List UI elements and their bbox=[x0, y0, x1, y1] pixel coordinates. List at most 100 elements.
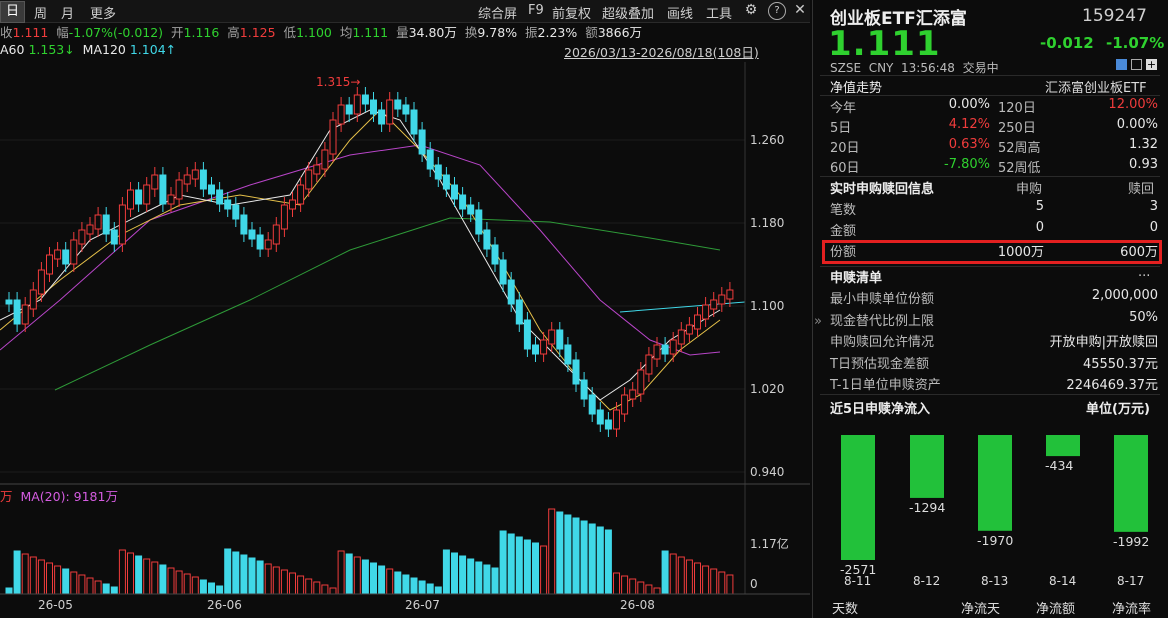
volume-bar bbox=[556, 511, 564, 595]
creation-value: 50% bbox=[1129, 309, 1158, 325]
fund-name: 创业板ETF汇添富 bbox=[830, 9, 967, 29]
volume-bar bbox=[102, 583, 110, 595]
volume-bar bbox=[240, 554, 248, 595]
tab-week[interactable]: 周 bbox=[34, 7, 48, 22]
volume-bar bbox=[459, 555, 467, 595]
volume-bar bbox=[135, 555, 143, 595]
forward-adjust-button[interactable]: 前复权 bbox=[552, 7, 592, 22]
volume-bar bbox=[297, 575, 305, 595]
volume-bar bbox=[305, 578, 313, 595]
candle-body bbox=[29, 289, 37, 310]
volume-bar bbox=[718, 571, 726, 595]
volume-bar bbox=[321, 584, 329, 595]
candle-body bbox=[361, 94, 369, 105]
candle-body bbox=[370, 99, 377, 115]
candle-body bbox=[313, 164, 321, 175]
candle-body bbox=[127, 189, 134, 210]
volume-bar bbox=[280, 569, 288, 595]
volume-bar bbox=[337, 550, 345, 595]
volume-bar bbox=[386, 568, 394, 595]
volume-bar bbox=[21, 553, 29, 595]
volume-bar bbox=[78, 574, 86, 595]
add-icon[interactable]: + bbox=[1146, 58, 1157, 71]
candle-body bbox=[653, 344, 661, 360]
nav-label: 52周高 bbox=[998, 141, 1041, 156]
candle-body bbox=[596, 409, 604, 425]
edit-icon[interactable] bbox=[1116, 59, 1127, 70]
volume-bar bbox=[564, 514, 572, 595]
net-flow-bar bbox=[1046, 435, 1080, 457]
candle-body bbox=[167, 194, 175, 205]
subscribe-value: 1000万 bbox=[997, 245, 1044, 260]
help-icon[interactable]: ? bbox=[768, 2, 786, 20]
volume-bar bbox=[394, 571, 402, 595]
volume-bar bbox=[353, 556, 361, 595]
volume-bar bbox=[175, 570, 183, 595]
creation-list-title: 申赎清单 bbox=[830, 271, 883, 286]
nav-value: 4.12% bbox=[948, 117, 990, 132]
gear-icon[interactable]: ⚙ bbox=[744, 2, 758, 18]
tab-net-flow-days[interactable]: 净流天 bbox=[961, 602, 1001, 617]
net-flow-value-label: -1970 bbox=[977, 532, 1014, 548]
window-icon[interactable] bbox=[1131, 59, 1142, 70]
volume-bar bbox=[264, 563, 272, 595]
ma60-line bbox=[0, 144, 721, 356]
realtime-label: 金额 bbox=[830, 224, 857, 239]
kline-chart-area[interactable]: 日 周 月 更多 综合屏 F9 前复权 超级叠加 画线 工具 ⚙ ? ✕ 收1.… bbox=[0, 0, 810, 618]
f9-button[interactable]: F9 bbox=[528, 3, 544, 18]
net-flow-unit: 单位(万元) bbox=[1086, 402, 1150, 417]
candle-body bbox=[467, 204, 475, 215]
tab-more[interactable]: 更多 bbox=[90, 7, 117, 22]
candle-body bbox=[694, 314, 701, 330]
volume-bar bbox=[451, 552, 458, 595]
tab-month[interactable]: 月 bbox=[61, 7, 75, 22]
tab-net-flow-amount[interactable]: 净流额 bbox=[1036, 602, 1076, 617]
volume-bar bbox=[224, 548, 232, 595]
volume-bar bbox=[702, 565, 710, 595]
volume-bar bbox=[345, 553, 353, 595]
creation-label: 申购赎回允许情况 bbox=[830, 335, 935, 350]
tab-net-flow-rate[interactable]: 净流率 bbox=[1112, 602, 1152, 617]
candle-body bbox=[240, 214, 248, 235]
volume-bar bbox=[5, 587, 13, 595]
more-button[interactable]: ... bbox=[1138, 265, 1151, 280]
candle-body bbox=[702, 304, 710, 320]
realtime-row: 份额 1000万 600万 bbox=[830, 241, 1160, 261]
price-tick-3: 1.100 bbox=[750, 299, 785, 313]
volume-bar bbox=[402, 574, 410, 595]
close-icon[interactable]: ✕ bbox=[794, 2, 806, 18]
nav-label: 60日 bbox=[830, 161, 860, 176]
candle-body bbox=[548, 329, 556, 345]
x-tick-2: 26-06 bbox=[207, 598, 242, 612]
tab-days[interactable]: 天数 bbox=[832, 602, 859, 617]
collapse-arrow-icon[interactable]: » bbox=[814, 314, 822, 329]
price-tick-5: 0.940 bbox=[750, 465, 785, 479]
composite-screen-button[interactable]: 综合屏 bbox=[478, 7, 518, 22]
quote-meta-line: SZSE CNY 13:56:48 交易中 bbox=[830, 61, 999, 75]
volume-bar bbox=[491, 567, 499, 595]
price-change-pct: -1.07% bbox=[1106, 34, 1165, 52]
candle-body bbox=[232, 204, 240, 220]
volume-bar bbox=[86, 577, 94, 595]
candle-body bbox=[410, 109, 418, 135]
tools-button[interactable]: 工具 bbox=[706, 7, 733, 22]
net-flow-value-label: -1992 bbox=[1113, 533, 1150, 549]
volume-bar bbox=[426, 583, 434, 595]
date-range-label[interactable]: 2026/03/13-2026/08/18(108日) bbox=[564, 45, 759, 60]
creation-row: T日预估现金差额 45550.37元 bbox=[830, 353, 1160, 373]
net-flow-day-label: 8-17 bbox=[1117, 574, 1145, 588]
candle-body bbox=[305, 169, 313, 190]
draw-line-button[interactable]: 画线 bbox=[667, 7, 694, 22]
highlight-box bbox=[822, 240, 1162, 264]
nav-label: 5日 bbox=[830, 121, 852, 136]
net-flow-bar bbox=[1114, 435, 1148, 532]
super-overlay-button[interactable]: 超级叠加 bbox=[602, 7, 655, 22]
candle-body bbox=[475, 209, 483, 235]
candle-body bbox=[426, 149, 434, 170]
tab-day[interactable]: 日 bbox=[0, 1, 26, 23]
volume-bar bbox=[572, 517, 580, 595]
volume-bar bbox=[110, 586, 118, 595]
net-flow-day-label: 8-14 bbox=[1049, 574, 1077, 588]
volume-bar bbox=[378, 565, 386, 595]
candle-body bbox=[669, 339, 677, 355]
